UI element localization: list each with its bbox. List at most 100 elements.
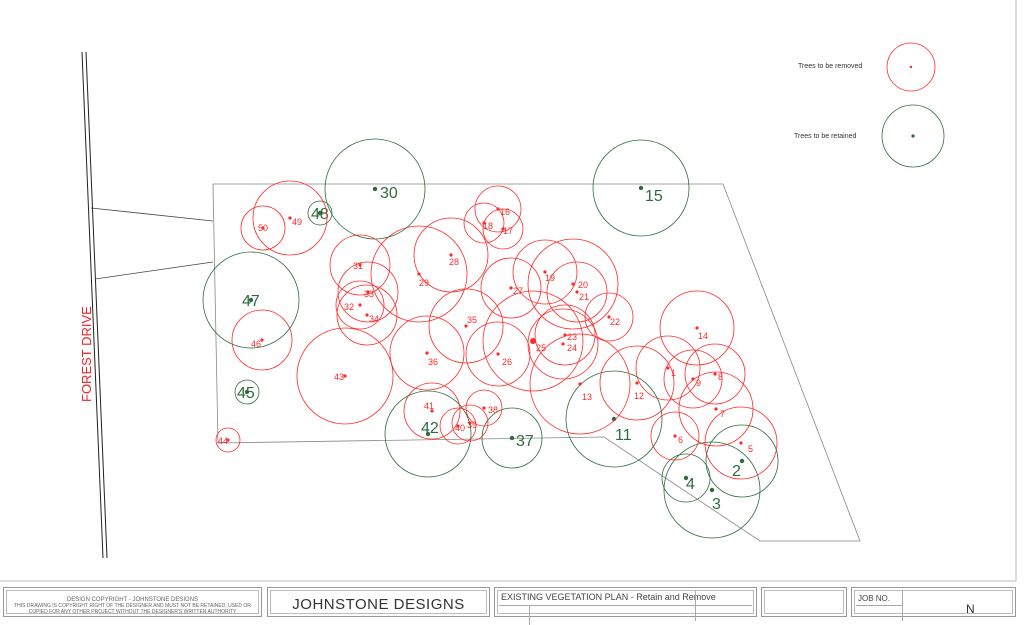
revision-block	[761, 587, 847, 617]
tree-number: 29	[419, 278, 429, 288]
tree-trunk	[288, 216, 292, 220]
tree-50-removed: 50	[240, 205, 286, 251]
job-no-value: N	[966, 602, 975, 616]
tree-trunk	[417, 272, 421, 276]
tree-number: 6	[678, 435, 683, 445]
tree-canopy	[465, 389, 503, 427]
tree-trunk	[739, 441, 743, 445]
tree-number: 20	[578, 280, 588, 290]
tree-number: 15	[645, 188, 663, 205]
tree-21-removed: 21	[546, 261, 608, 323]
tree-canopy	[480, 257, 542, 319]
tree-canopy	[231, 309, 293, 371]
tree-number: 44	[218, 436, 228, 446]
tree-trunk	[372, 186, 378, 192]
tree-6-removed: 6	[650, 411, 700, 461]
tree-22-removed: 22	[584, 292, 634, 342]
tree-trunk	[571, 282, 575, 286]
drawing-title-block: EXISTING VEGETATION PLAN - Retain and Re…	[494, 587, 757, 625]
tree-46-removed: 46	[231, 309, 293, 371]
tree-trunk	[358, 263, 362, 267]
tree-canopy	[661, 453, 711, 503]
tree-trunk	[575, 290, 579, 294]
tree-4-retained: 4	[661, 453, 711, 503]
tree-number: 7	[720, 409, 725, 419]
tree-canopy	[599, 345, 675, 421]
tree-trunk	[260, 338, 264, 342]
tree-5-removed: 5	[704, 406, 778, 480]
tree-35-removed: 35	[428, 288, 504, 364]
tree-canopy	[512, 239, 578, 305]
legend: Trees to be removed Trees to be retained	[794, 42, 945, 168]
tree-38-removed: 38	[465, 389, 503, 427]
tree-canopy	[529, 333, 631, 435]
tree-canopy	[678, 371, 754, 447]
tree-1-removed: 1	[635, 335, 701, 401]
tree-trunk	[673, 434, 677, 438]
tree-canopy	[384, 390, 472, 478]
tree-canopy	[428, 288, 504, 364]
tree-canopy	[635, 335, 701, 401]
tree-trunk	[456, 424, 460, 428]
tree-trunk	[561, 342, 565, 346]
tree-number: 9	[696, 378, 701, 388]
tree-number: 14	[698, 331, 708, 341]
tree-33-removed: 33	[337, 261, 399, 323]
tree-canopy	[592, 139, 690, 237]
tree-trunk	[666, 366, 670, 370]
tree-trunk	[638, 185, 644, 191]
tree-number: 25	[536, 343, 546, 353]
tree-number: 17	[503, 226, 513, 236]
tree-number: 21	[579, 292, 589, 302]
tree-number: 48	[311, 206, 329, 223]
tree-canopy	[337, 261, 399, 323]
tree-number: 16	[500, 207, 510, 217]
copyright-line-1: THIS DRAWING IS COPYRIGHT RIGHT OF THE D…	[14, 603, 251, 609]
property-boundary	[212, 183, 861, 542]
tree-canopy	[527, 308, 599, 380]
tree-trunk	[248, 297, 254, 303]
road-label: FOREST DRIVE	[79, 306, 94, 402]
tree-canopy	[451, 404, 489, 442]
tree-44-removed: 44	[215, 427, 241, 453]
tree-number: 18	[483, 221, 493, 231]
tree-canopy	[465, 321, 531, 387]
tree-23-removed: 23	[534, 304, 596, 366]
tree-12-removed: 12	[599, 345, 675, 421]
tree-canopy	[403, 382, 461, 440]
trees-layer: 1234567891112131415161718192021222324252…	[202, 138, 779, 539]
tree-canopy	[663, 349, 723, 409]
legend-retained-label: Trees to be retained	[794, 133, 856, 140]
road-edge	[81, 51, 108, 559]
tree-trunk	[714, 407, 718, 411]
tree-31-removed: 31	[329, 234, 391, 296]
tree-18-removed: 18	[463, 202, 505, 244]
tree-number: 26	[502, 357, 512, 367]
tree-canopy	[546, 261, 608, 323]
tree-trunk	[543, 270, 547, 274]
tree-trunk	[530, 338, 536, 344]
tree-number: 37	[516, 433, 534, 450]
drawing-title: EXISTING VEGETATION PLAN - Retain and Re…	[501, 592, 716, 602]
tree-number: 31	[353, 261, 363, 271]
tree-number: 39	[467, 420, 477, 430]
tree-canopy	[252, 180, 328, 256]
tree-trunk	[509, 435, 515, 441]
tree-trunk	[713, 372, 717, 376]
tree-number: 2	[732, 463, 741, 480]
tree-trunk	[482, 406, 486, 410]
tree-number: 30	[380, 185, 398, 202]
tree-canopy	[482, 290, 584, 392]
tree-number: 50	[258, 223, 268, 233]
tree-number: 27	[513, 286, 523, 296]
tree-number: 12	[634, 391, 644, 401]
tree-canopy	[296, 327, 394, 425]
tree-42-retained: 42	[384, 390, 472, 478]
tree-canopy	[474, 185, 522, 233]
tree-number: 42	[421, 420, 439, 437]
tree-number: 24	[567, 343, 577, 353]
tree-trunk	[496, 352, 500, 356]
tree-34-removed: 34	[336, 284, 398, 346]
tree-number: 41	[424, 401, 434, 411]
tree-canopy	[704, 406, 778, 480]
